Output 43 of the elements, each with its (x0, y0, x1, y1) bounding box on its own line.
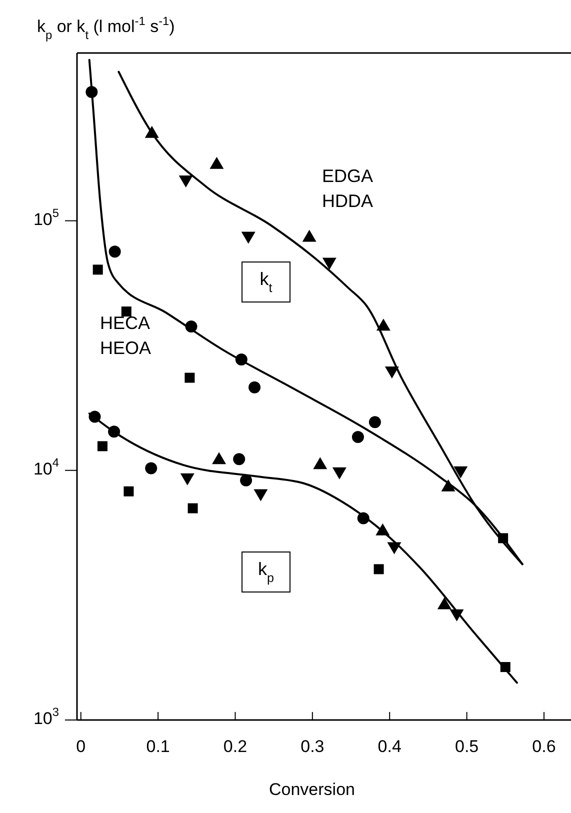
point (108, 246, 121, 258)
annotation: EDGA HDDA (322, 166, 374, 211)
point (302, 230, 316, 242)
point (313, 457, 328, 470)
point (92, 264, 103, 275)
x-tick-label: 0 (76, 737, 86, 756)
x-axis-title: Conversion (269, 780, 355, 799)
point (248, 381, 261, 394)
annotation: k$_{p}$ (258, 559, 274, 585)
point (97, 441, 108, 452)
point (368, 416, 381, 428)
y-tick-label: 10$^{3}$ (33, 705, 60, 728)
x-tick-label: 0.4 (378, 737, 402, 756)
x-tick-label: 0.1 (146, 737, 170, 756)
point (210, 156, 224, 169)
y-tick-label: 10$^{4}$ (33, 456, 60, 479)
point (145, 462, 158, 474)
x-tick-label: 0.2 (223, 737, 248, 756)
x-tick-label: 0.5 (454, 737, 479, 756)
point (241, 232, 256, 244)
point (188, 503, 198, 514)
annotation: k$_{t}$ (260, 269, 273, 295)
point (374, 564, 384, 574)
point (332, 467, 346, 480)
point (254, 489, 268, 502)
x-tick-label: 0.3 (300, 737, 324, 756)
point (212, 452, 226, 464)
x-tick-label: 0.6 (532, 737, 556, 756)
y-tick-label: 10$^{5}$ (33, 206, 60, 230)
point (178, 175, 193, 188)
point (384, 366, 399, 378)
point (180, 473, 194, 486)
point (124, 486, 134, 496)
point (322, 258, 336, 270)
point (240, 474, 252, 486)
point (233, 453, 246, 466)
point (352, 431, 364, 444)
point (184, 372, 195, 383)
annotation: HECA HEOA (100, 313, 152, 358)
point (121, 306, 132, 317)
text: k$_{p}$ or k$_{t}$ (l mol$^{-1}$ s$^{-1}$) (37, 14, 175, 42)
point (454, 466, 468, 478)
point (437, 597, 452, 610)
